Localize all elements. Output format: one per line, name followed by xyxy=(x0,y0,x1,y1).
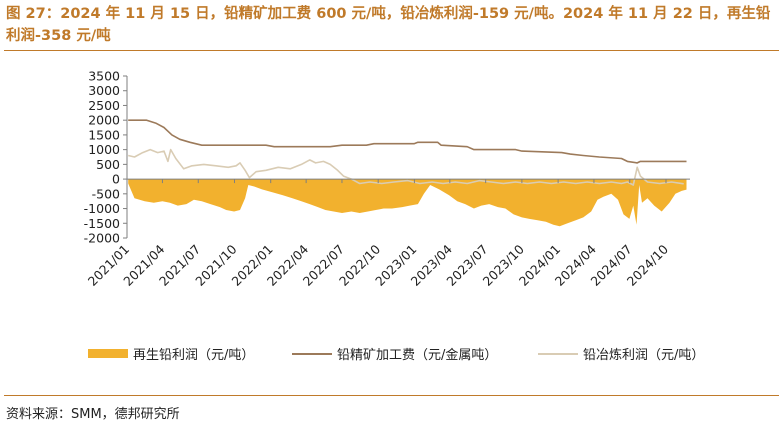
series-line-concentrate-fee xyxy=(128,119,687,164)
y-tick-label: 1000 xyxy=(88,142,120,157)
legend: 再生铅利润（元/吨） 铅精矿加工费（元/金属吨） 铅冶炼利润（元/吨） xyxy=(88,347,704,363)
y-tick-label: 2500 xyxy=(88,98,120,113)
legend-label-concentrate-fee: 铅精矿加工费（元/金属吨） xyxy=(337,347,497,363)
y-tick-label: 0 xyxy=(112,172,120,187)
title-divider xyxy=(4,50,779,51)
line-series-layer xyxy=(128,119,687,186)
y-axis: 3500300025002000150010005000-500-1000-15… xyxy=(84,69,128,246)
source-note: 资料来源：SMM，德邦研究所 xyxy=(6,407,180,422)
legend-swatch-recycled-profit xyxy=(88,349,128,358)
legend-label-recycled-profit: 再生铅利润（元/吨） xyxy=(133,348,254,363)
y-tick-label: -1500 xyxy=(84,216,120,231)
recycled-profit-area-layer xyxy=(128,179,687,227)
y-tick-label: 3500 xyxy=(88,69,120,84)
profit-fee-chart: 3500300025002000150010005000-500-1000-15… xyxy=(84,69,705,364)
series-line-smelting-profit xyxy=(128,148,684,186)
legend-label-smelting-profit: 铅冶炼利润（元/吨） xyxy=(583,348,704,363)
y-tick-label: -500 xyxy=(92,186,120,201)
y-tick-label: 2000 xyxy=(88,113,120,128)
series-area-recycled-profit xyxy=(128,179,687,227)
footer-divider xyxy=(4,395,779,396)
y-tick-label: -1000 xyxy=(84,201,120,216)
chart-title: 图 27：2024 年 11 月 15 日，铅精矿加工费 600 元/吨，铅冶炼… xyxy=(6,6,771,44)
y-tick-label: 500 xyxy=(96,157,120,172)
y-tick-label: 3000 xyxy=(88,83,120,98)
y-tick-label: 1500 xyxy=(88,127,120,142)
y-tick-label: -2000 xyxy=(84,231,120,246)
